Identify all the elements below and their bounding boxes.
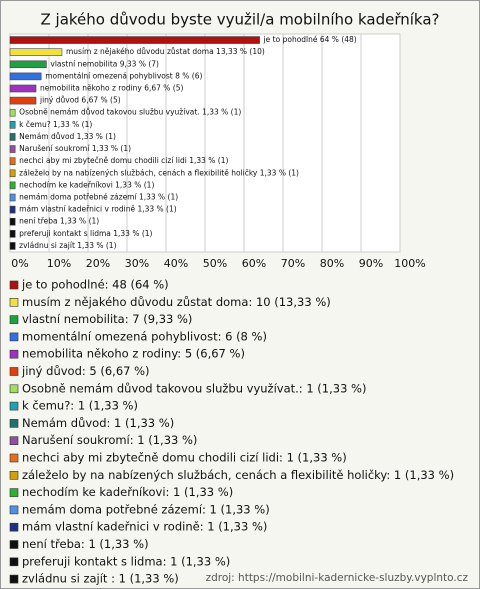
legend-label: jiný důvod: 5 (6,67 %) (21, 364, 150, 378)
x-tick-label: 50% (203, 257, 227, 270)
bar (9, 157, 16, 165)
x-tick-label: 0% (11, 257, 28, 270)
data-label: nemám doma potřebné zázemí 1,33 % (1) (19, 193, 178, 202)
data-label: není třeba 1,33 % (1) (19, 217, 99, 226)
legend-swatch (9, 280, 19, 290)
legend-swatch (9, 384, 19, 394)
data-label: nechodím ke kadeřníkovi 1,33 % (1) (19, 180, 154, 189)
legend-swatch (9, 419, 19, 428)
legend-swatch (9, 349, 19, 359)
bar (9, 96, 37, 105)
legend-swatch (9, 488, 19, 497)
data-label: Narušení soukromí 1,33 % (1) (19, 144, 131, 153)
bar (9, 84, 37, 93)
data-label: mám vlastní kadeřnici v rodině 1,33 % (1… (19, 205, 177, 214)
bar (9, 121, 16, 129)
x-tick-label: 90% (359, 257, 383, 270)
legend-swatch (9, 367, 19, 376)
data-label: momentální omezená pohyblivost 8 % (6) (45, 71, 202, 80)
bar (9, 72, 42, 81)
data-label: preferuji kontakt s lidma 1,33 % (1) (19, 229, 152, 238)
bar (9, 242, 16, 250)
legend-swatch (9, 315, 19, 324)
legend-swatch (9, 505, 19, 515)
x-tick-label: 70% (281, 257, 305, 270)
bar (9, 169, 16, 178)
data-label: k čemu? 1,33 % (1) (19, 120, 92, 129)
bar (9, 133, 16, 141)
legend-label: vlastní nemobilita: 7 (9,33 %) (22, 312, 192, 326)
legend-label: nemobilita někoho z rodiny: 5 (6,67 %) (22, 347, 245, 361)
bar (9, 60, 47, 69)
legend-swatch (9, 574, 19, 584)
legend-label: záleželo by na nabízených službách, cená… (22, 468, 454, 482)
legend-label: mám vlastní kadeřnici v rodině: 1 (1,33 … (22, 520, 267, 534)
bar (9, 193, 16, 202)
data-label: zvládnu si zajít 1,33 % (1) (19, 241, 116, 250)
legend-swatch (9, 540, 19, 549)
bar (9, 205, 16, 214)
data-label: záleželo by na nabízených službách, cená… (19, 168, 299, 177)
data-label: Nemám důvod 1,33 % (1) (19, 132, 116, 141)
legend-swatch (9, 470, 19, 480)
legend-swatch (9, 522, 19, 532)
legend-swatch (9, 453, 19, 463)
legend-label: musím z nějakého důvodu zůstat doma: 10 … (22, 295, 331, 309)
x-tick-label: 100% (394, 257, 425, 270)
legend-label: není třeba: 1 (1,33 %) (22, 537, 149, 551)
legend-label: k čemu?: 1 (1,33 %) (22, 399, 138, 413)
legend-swatch (9, 401, 19, 411)
legend-swatch (9, 332, 19, 342)
data-label: vlastní nemobilita 9,33 % (7) (50, 59, 159, 68)
source: zdroj: https://mobilni-kadernicke-sluzby… (206, 572, 469, 584)
legend-label: nechodím ke kadeřníkovi: 1 (1,33 %) (22, 485, 233, 499)
legend-label: Nemám důvod: 1 (1,33 %) (22, 416, 174, 430)
x-tick-label: 60% (242, 257, 266, 270)
data-label: musím z nějakého důvodu zůstat doma 13,3… (66, 47, 265, 56)
bar (9, 108, 16, 117)
bar (9, 145, 16, 153)
legend-label: nechci aby mi zbytečně domu chodili cizí… (22, 451, 347, 465)
legend-swatch (9, 297, 19, 307)
legend-label: zvládnu si zajít : 1 (1,33 %) (22, 572, 179, 586)
bar (9, 217, 16, 226)
bar (9, 48, 63, 56)
bar (9, 230, 16, 238)
x-tick-label: 80% (320, 257, 344, 270)
bar (9, 181, 16, 190)
legend-swatch (9, 436, 19, 446)
bar (9, 36, 260, 44)
data-label: nemobilita někoho z rodiny 6,67 % (5) (40, 84, 183, 93)
data-label: nechci aby mi zbytečně domu chodili cizí… (19, 156, 228, 165)
data-label: jiný důvod 6,67 % (5) (39, 96, 121, 105)
legend-label: je to pohodlné: 48 (64 %) (21, 278, 169, 292)
x-tick-label: 30% (125, 257, 149, 270)
x-tick-label: 20% (86, 257, 110, 270)
legend-label: preferuji kontakt s lidma: 1 (1,33 %) (22, 554, 230, 568)
data-label: je to pohodlné 64 % (48) (263, 35, 357, 44)
legend-label: nemám doma potřebné zázemí: 1 (1,33 %) (22, 502, 270, 516)
legend-label: Osobně nemám důvod takovou službu využív… (22, 381, 366, 395)
chart-title: Z jakého důvodu byste využil/a mobilního… (41, 11, 440, 29)
legend-label: Narušení soukromí: 1 (1,33 %) (22, 433, 197, 447)
legend-label: momentální omezená pohyblivost: 6 (8 %) (22, 329, 267, 343)
legend-swatch (9, 557, 19, 567)
data-label: Osobně nemám důvod takovou službu využív… (19, 108, 241, 117)
x-tick-label: 10% (47, 257, 71, 270)
x-tick-label: 40% (164, 257, 188, 270)
